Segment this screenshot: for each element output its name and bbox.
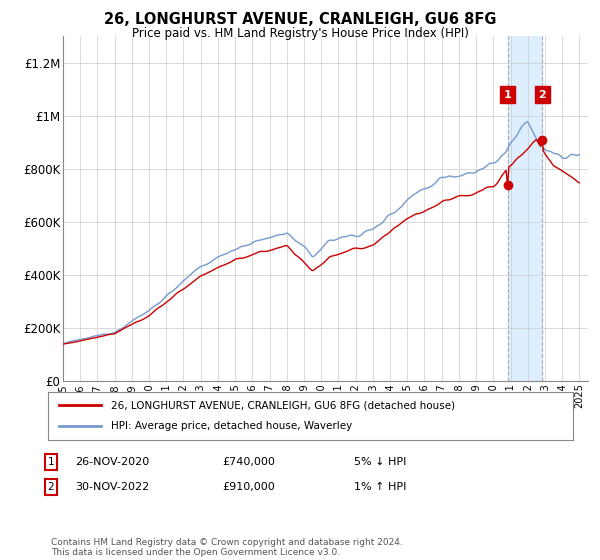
Text: 26-NOV-2020: 26-NOV-2020 (75, 457, 149, 467)
Text: Price paid vs. HM Land Registry's House Price Index (HPI): Price paid vs. HM Land Registry's House … (131, 27, 469, 40)
Text: 5% ↓ HPI: 5% ↓ HPI (354, 457, 406, 467)
Text: £740,000: £740,000 (222, 457, 275, 467)
Bar (508, 36, 542, 381)
Text: 2: 2 (47, 482, 55, 492)
Text: 1% ↑ HPI: 1% ↑ HPI (354, 482, 406, 492)
Text: £910,000: £910,000 (222, 482, 275, 492)
Text: 2: 2 (538, 90, 546, 100)
Text: 30-NOV-2022: 30-NOV-2022 (75, 482, 149, 492)
Text: 26, LONGHURST AVENUE, CRANLEIGH, GU6 8FG: 26, LONGHURST AVENUE, CRANLEIGH, GU6 8FG (104, 12, 496, 27)
Text: 1: 1 (47, 457, 55, 467)
Text: Contains HM Land Registry data © Crown copyright and database right 2024.
This d: Contains HM Land Registry data © Crown c… (51, 538, 403, 557)
Text: HPI: Average price, detached house, Waverley: HPI: Average price, detached house, Wave… (111, 421, 352, 431)
Text: 1: 1 (504, 90, 512, 100)
Text: 26, LONGHURST AVENUE, CRANLEIGH, GU6 8FG (detached house): 26, LONGHURST AVENUE, CRANLEIGH, GU6 8FG… (111, 400, 455, 410)
